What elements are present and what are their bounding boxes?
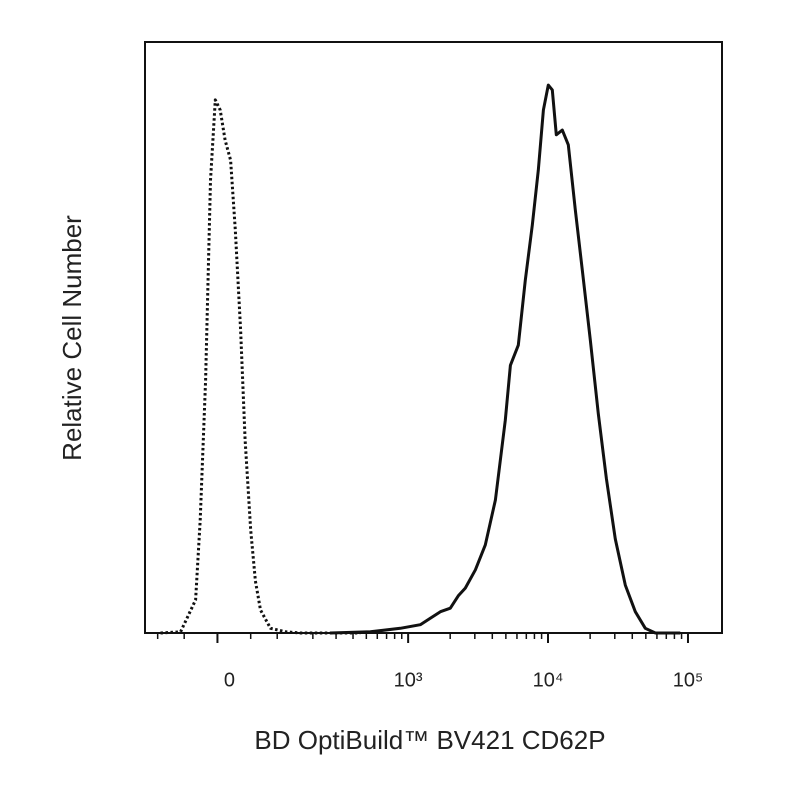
x-axis-label: BD OptiBuild™ BV421 CD62P	[254, 725, 605, 755]
y-axis-label: Relative Cell Number	[57, 215, 87, 461]
plot-frame	[144, 41, 723, 634]
histogram-line	[160, 98, 361, 635]
x-tick-label: 10⁴	[533, 669, 564, 691]
histogram-line	[330, 83, 681, 635]
x-tick-label: 0	[224, 669, 235, 691]
x-tick-label: 10⁵	[673, 669, 704, 691]
x-tick-label: 10³	[394, 669, 423, 691]
